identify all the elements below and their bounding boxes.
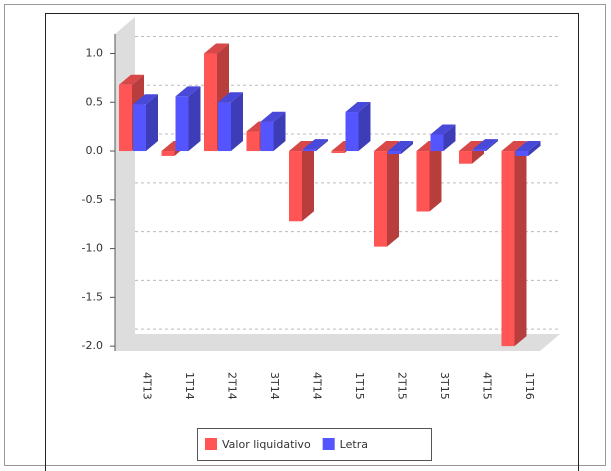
- x-tick-label: 1T16: [523, 372, 536, 400]
- bar-top: [175, 86, 201, 97]
- bar: [416, 151, 430, 212]
- x-tick-label: 4T15: [480, 372, 493, 400]
- y-tick-label: 1.0: [86, 47, 104, 60]
- legend-box: [197, 428, 432, 461]
- bar: [260, 121, 274, 152]
- bar-top: [119, 74, 144, 85]
- legend-swatch: [205, 438, 217, 450]
- bar-top: [289, 141, 314, 152]
- legend-label: Valor liquidativo: [222, 438, 311, 451]
- bar-top: [430, 124, 456, 135]
- bar-side: [401, 141, 413, 154]
- y-tick-label: -1.0: [82, 242, 103, 255]
- y-tick-label: -2.0: [82, 339, 103, 352]
- bar-side: [316, 139, 328, 152]
- y-tick-label: -1.5: [82, 290, 103, 303]
- bar-side: [429, 141, 442, 212]
- panel-border: [45, 13, 579, 471]
- bar: [374, 151, 387, 247]
- x-tick-label: 4T13: [140, 372, 153, 400]
- bar-top: [459, 141, 484, 152]
- bar-side: [188, 86, 201, 152]
- bar-top: [374, 141, 399, 152]
- legend-swatch: [322, 438, 335, 450]
- bar: [388, 151, 401, 154]
- bar-side: [528, 141, 541, 156]
- bar-top: [303, 139, 328, 150]
- x-tick-label: 3T14: [268, 372, 281, 400]
- x-tick-label: 2T15: [395, 372, 408, 400]
- y-tick-label: 0.5: [86, 95, 104, 108]
- bar-top: [515, 141, 541, 152]
- bar: [289, 151, 302, 222]
- bar: [515, 151, 529, 156]
- x-tick-label: 3T15: [438, 372, 451, 400]
- bar: [331, 151, 345, 153]
- y-tick-label: -0.5: [82, 193, 103, 206]
- bar-side: [273, 111, 286, 152]
- left-wall: [115, 17, 135, 351]
- bar-top: [345, 102, 371, 113]
- bar: [345, 112, 359, 152]
- bar-side: [443, 124, 456, 152]
- x-tick-label: 1T15: [353, 372, 366, 400]
- bar-side: [231, 92, 243, 152]
- bar-side: [358, 102, 371, 152]
- bar: [119, 84, 132, 152]
- floor: [115, 334, 560, 351]
- bar: [133, 104, 146, 152]
- bar: [303, 149, 316, 152]
- bar: [175, 96, 189, 152]
- bar: [459, 151, 472, 164]
- bar: [218, 102, 231, 152]
- bar-top: [388, 141, 413, 152]
- bar-side: [514, 141, 527, 347]
- x-tick-label: 1T14: [183, 372, 196, 400]
- x-tick-label: 2T14: [225, 372, 238, 400]
- legend: Valor liquidativo Letra: [197, 428, 432, 461]
- bar-side: [387, 141, 399, 247]
- bar: [161, 151, 175, 156]
- bar-top: [473, 139, 498, 150]
- legend-label: Letra: [340, 438, 368, 451]
- bar: [246, 131, 260, 152]
- bar-side: [302, 141, 314, 222]
- bar: [430, 134, 444, 152]
- bar-top: [260, 111, 286, 122]
- bar-side: [486, 139, 498, 152]
- bar: [473, 149, 486, 152]
- bar: [204, 53, 217, 152]
- y-tick-label: 0.0: [86, 144, 104, 157]
- bar-top: [501, 141, 527, 152]
- frame: [4, 4, 606, 466]
- bar-side: [146, 94, 158, 152]
- x-tick-label: 4T14: [310, 372, 323, 400]
- bar-top: [133, 94, 158, 105]
- bar: [501, 151, 515, 347]
- bar-top: [218, 92, 243, 103]
- bar-top: [204, 43, 229, 54]
